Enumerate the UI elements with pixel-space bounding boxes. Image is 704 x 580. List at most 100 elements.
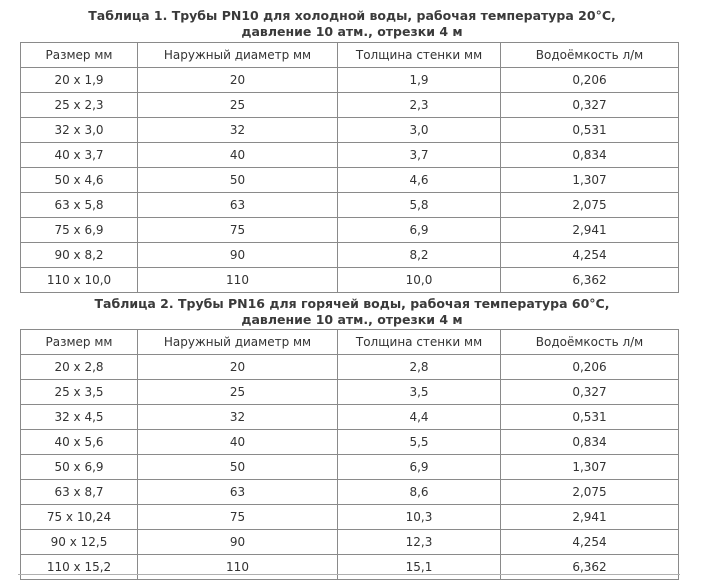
- table-header-row: Размер мм Наружный диаметр мм Толщина ст…: [20, 329, 679, 355]
- cell-wall-thickness: 10,3: [337, 504, 501, 530]
- table2-body: 20 х 2,8 20 2,8 0,206 25 х 3,5 25 3,5 0,327 32 х…: [20, 354, 679, 580]
- cell-wall-thickness: 1,9: [337, 67, 501, 93]
- table-row: 25 х 2,3 25 2,3 0,327: [20, 92, 679, 118]
- cell-outer-diameter: 50: [137, 167, 338, 193]
- cell-outer-diameter: 40: [137, 142, 338, 168]
- cell-size: 90 х 12,5: [20, 529, 138, 555]
- cell-wall-thickness: 4,4: [337, 404, 501, 430]
- cell-wall-thickness: 3,0: [337, 117, 501, 143]
- cell-size: 32 х 4,5: [20, 404, 138, 430]
- table-row: 40 х 5,6 40 5,5 0,834: [20, 429, 679, 455]
- cell-water-capacity: 0,834: [500, 142, 679, 168]
- table1-caption: Таблица 1. Трубы PN10 для холодной воды,…: [0, 8, 704, 40]
- cell-wall-thickness: 3,7: [337, 142, 501, 168]
- cell-size: 25 х 2,3: [20, 92, 138, 118]
- cell-wall-thickness: 2,8: [337, 354, 501, 380]
- cell-water-capacity: 4,254: [500, 529, 679, 555]
- cell-water-capacity: 4,254: [500, 242, 679, 268]
- table-row: 110 х 15,2 110 15,1 6,362: [20, 554, 679, 580]
- cell-size: 50 х 4,6: [20, 167, 138, 193]
- table-row: 110 х 10,0 110 10,0 6,362: [20, 267, 679, 293]
- cell-water-capacity: 0,206: [500, 354, 679, 380]
- pn10-cold-water-table: Размер мм Наружный диаметр мм Толщина ст…: [20, 42, 679, 293]
- table-row: 50 х 4,6 50 4,6 1,307: [20, 167, 679, 193]
- table2-caption-line2: давление 10 атм., отрезки 4 м: [241, 312, 463, 327]
- cell-outer-diameter: 20: [137, 354, 338, 380]
- table-row: 75 х 6,9 75 6,9 2,941: [20, 217, 679, 243]
- cell-wall-thickness: 12,3: [337, 529, 501, 555]
- header-wall-thickness: Толщина стенки мм: [337, 42, 501, 68]
- table-row: 32 х 4,5 32 4,4 0,531: [20, 404, 679, 430]
- cell-water-capacity: 0,834: [500, 429, 679, 455]
- cell-size: 110 х 10,0: [20, 267, 138, 293]
- cell-wall-thickness: 2,3: [337, 92, 501, 118]
- cell-outer-diameter: 32: [137, 404, 338, 430]
- table2-caption: Таблица 2. Трубы PN16 для горячей воды, …: [0, 296, 704, 328]
- cell-wall-thickness: 3,5: [337, 379, 501, 405]
- table1-body: 20 х 1,9 20 1,9 0,206 25 х 2,3 25 2,3 0,327 32 х…: [20, 67, 679, 293]
- cell-water-capacity: 2,941: [500, 217, 679, 243]
- table-row: 50 х 6,9 50 6,9 1,307: [20, 454, 679, 480]
- cell-water-capacity: 0,327: [500, 379, 679, 405]
- table1-caption-line1: Таблица 1. Трубы PN10 для холодной воды,…: [88, 8, 616, 23]
- cell-size: 63 х 8,7: [20, 479, 138, 505]
- header-water-capacity: Водоёмкость л/м: [500, 42, 679, 68]
- cell-outer-diameter: 90: [137, 242, 338, 268]
- header-outer-diameter: Наружный диаметр мм: [137, 42, 338, 68]
- cell-outer-diameter: 110: [137, 267, 338, 293]
- cell-size: 75 х 10,24: [20, 504, 138, 530]
- cell-outer-diameter: 75: [137, 504, 338, 530]
- cell-wall-thickness: 5,8: [337, 192, 501, 218]
- header-size: Размер мм: [20, 42, 138, 68]
- cell-water-capacity: 0,531: [500, 117, 679, 143]
- cell-size: 110 х 15,2: [20, 554, 138, 580]
- cell-size: 75 х 6,9: [20, 217, 138, 243]
- header-water-capacity: Водоёмкость л/м: [500, 329, 679, 355]
- table-row: 90 х 8,2 90 8,2 4,254: [20, 242, 679, 268]
- cell-wall-thickness: 8,2: [337, 242, 501, 268]
- table-row: 20 х 2,8 20 2,8 0,206: [20, 354, 679, 380]
- cell-water-capacity: 1,307: [500, 167, 679, 193]
- header-size: Размер мм: [20, 329, 138, 355]
- cell-water-capacity: 0,327: [500, 92, 679, 118]
- cell-size: 20 х 1,9: [20, 67, 138, 93]
- cell-wall-thickness: 15,1: [337, 554, 501, 580]
- cell-water-capacity: 0,206: [500, 67, 679, 93]
- table-row: 90 х 12,5 90 12,3 4,254: [20, 529, 679, 555]
- cell-outer-diameter: 110: [137, 554, 338, 580]
- table-row: 32 х 3,0 32 3,0 0,531: [20, 117, 679, 143]
- cell-size: 90 х 8,2: [20, 242, 138, 268]
- cell-outer-diameter: 25: [137, 92, 338, 118]
- cell-outer-diameter: 63: [137, 192, 338, 218]
- cell-size: 40 х 3,7: [20, 142, 138, 168]
- cell-outer-diameter: 50: [137, 454, 338, 480]
- cell-outer-diameter: 90: [137, 529, 338, 555]
- table-row: 25 х 3,5 25 3,5 0,327: [20, 379, 679, 405]
- cell-water-capacity: 6,362: [500, 267, 679, 293]
- cell-water-capacity: 2,941: [500, 504, 679, 530]
- table-row: 20 х 1,9 20 1,9 0,206: [20, 67, 679, 93]
- cell-outer-diameter: 32: [137, 117, 338, 143]
- header-wall-thickness: Толщина стенки мм: [337, 329, 501, 355]
- table2-caption-line1: Таблица 2. Трубы PN16 для горячей воды, …: [94, 296, 610, 311]
- cell-water-capacity: 6,362: [500, 554, 679, 580]
- table-row: 75 х 10,24 75 10,3 2,941: [20, 504, 679, 530]
- bottom-divider: [18, 574, 680, 575]
- cell-wall-thickness: 8,6: [337, 479, 501, 505]
- table1-caption-line2: давление 10 атм., отрезки 4 м: [241, 24, 463, 39]
- cell-outer-diameter: 40: [137, 429, 338, 455]
- cell-water-capacity: 2,075: [500, 479, 679, 505]
- cell-water-capacity: 1,307: [500, 454, 679, 480]
- cell-wall-thickness: 6,9: [337, 217, 501, 243]
- cell-size: 32 х 3,0: [20, 117, 138, 143]
- cell-size: 40 х 5,6: [20, 429, 138, 455]
- header-outer-diameter: Наружный диаметр мм: [137, 329, 338, 355]
- cell-outer-diameter: 75: [137, 217, 338, 243]
- table-row: 40 х 3,7 40 3,7 0,834: [20, 142, 679, 168]
- table-row: 63 х 5,8 63 5,8 2,075: [20, 192, 679, 218]
- pn16-hot-water-table: Размер мм Наружный диаметр мм Толщина ст…: [20, 329, 679, 580]
- cell-size: 50 х 6,9: [20, 454, 138, 480]
- cell-wall-thickness: 5,5: [337, 429, 501, 455]
- cell-wall-thickness: 6,9: [337, 454, 501, 480]
- cell-water-capacity: 0,531: [500, 404, 679, 430]
